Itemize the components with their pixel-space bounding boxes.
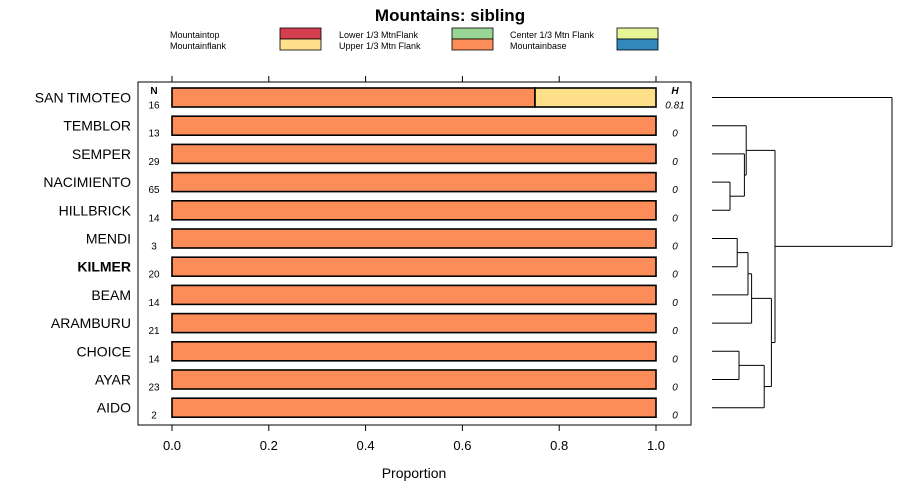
bar-segment-mendi-upper-1-3-mtn-flank bbox=[171, 228, 657, 249]
x-axis: 0.0 0.2 0.4 0.6 0.8 1.0 bbox=[163, 76, 665, 453]
row-label-choice: CHOICE bbox=[77, 343, 131, 359]
h-value-semper: 0 bbox=[672, 157, 678, 168]
n-value-hillbrick: 14 bbox=[148, 213, 160, 224]
bar-segment-aido-upper-1-3-mtn-flank bbox=[171, 397, 657, 419]
plot-frame bbox=[137, 81, 692, 426]
h-value-hillbrick: 0 bbox=[672, 213, 678, 224]
row-label-temblor: TEMBLOR bbox=[63, 118, 131, 134]
bar-segment-choice-upper-1-3-mtn-flank bbox=[171, 340, 657, 362]
row-label-san-timoteo: SAN TIMOTEO bbox=[35, 90, 131, 106]
n-value-nacimiento: 65 bbox=[148, 185, 160, 196]
row-label-hillbrick: HILLBRICK bbox=[59, 202, 132, 218]
h-value-kilmer: 0 bbox=[672, 270, 678, 281]
h-value-temblor: 0 bbox=[672, 129, 678, 140]
chart-title: Mountains: sibling bbox=[375, 6, 525, 25]
legend-swatch-mountainbase bbox=[616, 38, 659, 51]
x-tick-label-0-0: 0.0 bbox=[163, 438, 181, 453]
n-value-choice: 14 bbox=[148, 354, 160, 365]
legend-label-upper-1-3-mtn-flank: Upper 1/3 Mtn Flank bbox=[339, 41, 421, 51]
legend-label-center-1-3-mtn-flank: Center 1/3 Mtn Flank bbox=[510, 30, 595, 40]
n-value-ayar: 23 bbox=[148, 383, 160, 394]
legend-swatch-mountaintop bbox=[279, 27, 322, 40]
bar-segment-aramburu-upper-1-3-mtn-flank bbox=[171, 312, 657, 334]
h-value-aido: 0 bbox=[672, 411, 678, 422]
bar-segment-beam-upper-1-3-mtn-flank bbox=[171, 284, 657, 306]
h-value-mendi: 0 bbox=[672, 242, 678, 253]
n-value-beam: 14 bbox=[148, 298, 160, 309]
legend-swatch-lower-1-3-mtnflank bbox=[451, 27, 494, 40]
bar-segment-san-timoteo-mountainflank bbox=[534, 87, 657, 108]
h-value-beam: 0 bbox=[672, 298, 678, 309]
legend-label-mountainflank: Mountainflank bbox=[170, 41, 227, 51]
n-value-mendi: 3 bbox=[151, 242, 157, 253]
bar-rows: SAN TIMOTEO 16 0.81 TEMBLOR 13 0 SEMPER 29 0 NACI… bbox=[35, 87, 685, 422]
row-label-aramburu: ARAMBURU bbox=[51, 315, 131, 331]
row-label-mendi: MENDI bbox=[86, 231, 131, 247]
h-value-san-timoteo: 0.81 bbox=[665, 101, 684, 112]
row-label-aido: AIDO bbox=[97, 400, 131, 416]
n-value-kilmer: 20 bbox=[148, 270, 160, 281]
bar-segment-ayar-upper-1-3-mtn-flank bbox=[171, 369, 657, 390]
x-tick-label-0-4: 0.4 bbox=[357, 438, 375, 453]
bar-segment-hillbrick-upper-1-3-mtn-flank bbox=[171, 200, 657, 221]
legend-label-mountaintop: Mountaintop bbox=[170, 30, 220, 40]
legend-swatch-upper-1-3-mtn-flank bbox=[451, 38, 494, 51]
legend-label-lower-1-3-mtnflank: Lower 1/3 MtnFlank bbox=[339, 30, 419, 40]
n-column-header: N bbox=[150, 86, 157, 97]
x-tick-label-0-6: 0.6 bbox=[453, 438, 471, 453]
n-value-temblor: 13 bbox=[148, 129, 160, 140]
bar-segment-temblor-upper-1-3-mtn-flank bbox=[171, 115, 657, 136]
h-value-nacimiento: 0 bbox=[672, 185, 678, 196]
n-value-aramburu: 21 bbox=[148, 326, 160, 337]
x-axis-label: Proportion bbox=[382, 465, 447, 481]
legend-label-mountainbase: Mountainbase bbox=[510, 41, 567, 51]
row-label-beam: BEAM bbox=[91, 287, 131, 303]
x-tick-label-0-8: 0.8 bbox=[550, 438, 568, 453]
row-label-ayar: AYAR bbox=[95, 372, 131, 388]
x-tick-label-0-2: 0.2 bbox=[260, 438, 278, 453]
row-label-semper: SEMPER bbox=[72, 146, 131, 162]
legend-swatch-mountainflank bbox=[279, 38, 322, 51]
n-value-san-timoteo: 16 bbox=[148, 101, 160, 112]
legend-swatch-center-1-3-mtn-flank bbox=[616, 27, 659, 40]
n-value-aido: 2 bbox=[151, 411, 157, 422]
row-label-nacimiento: NACIMIENTO bbox=[43, 174, 131, 190]
bar-segment-nacimiento-upper-1-3-mtn-flank bbox=[171, 171, 657, 193]
dendrogram bbox=[712, 97, 893, 409]
h-value-aramburu: 0 bbox=[672, 326, 678, 337]
row-label-kilmer: KILMER bbox=[77, 259, 131, 275]
h-column-header: H bbox=[671, 86, 679, 97]
x-tick-label-1-0: 1.0 bbox=[647, 438, 665, 453]
n-value-semper: 29 bbox=[148, 157, 160, 168]
bar-segment-kilmer-upper-1-3-mtn-flank bbox=[171, 256, 657, 278]
h-value-ayar: 0 bbox=[672, 383, 678, 394]
h-value-choice: 0 bbox=[672, 354, 678, 365]
bar-segment-semper-upper-1-3-mtn-flank bbox=[171, 143, 657, 165]
bar-segment-san-timoteo-upper-1-3-mtn-flank bbox=[171, 87, 536, 108]
